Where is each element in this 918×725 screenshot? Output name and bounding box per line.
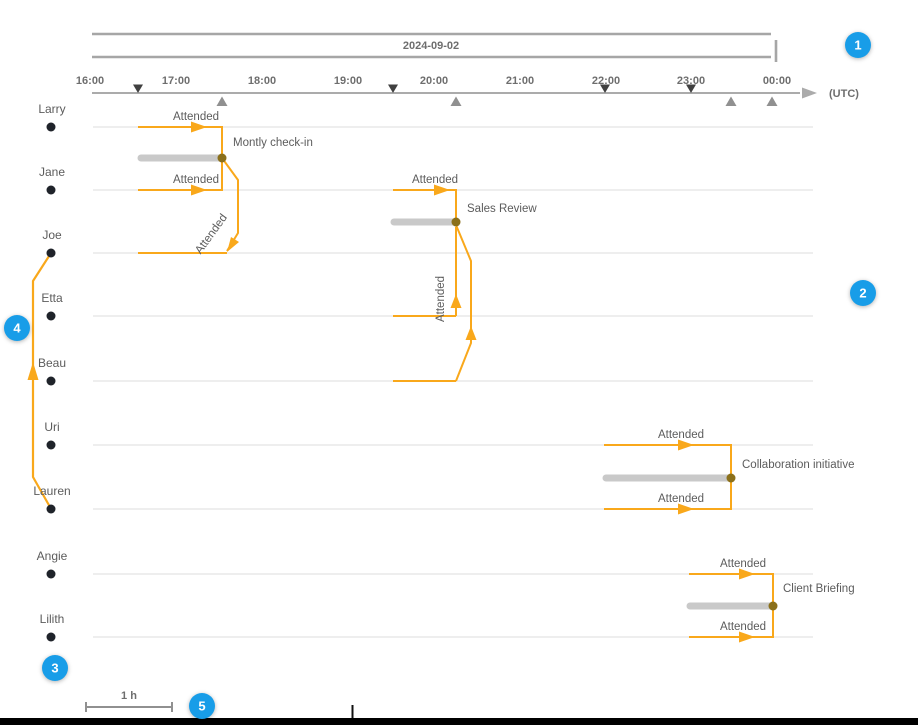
person-name-etta: Etta xyxy=(41,291,63,305)
person-dot-etta[interactable] xyxy=(46,311,56,321)
person-dot-joe[interactable] xyxy=(46,248,56,258)
attend-path-montly-check-in-larry xyxy=(138,126,223,158)
attend-arrow-icon-montly-check-in-jane xyxy=(191,184,207,196)
meeting-end-marker-icon-4 xyxy=(766,96,778,106)
meeting-node-collaboration-initiative[interactable] xyxy=(726,473,736,483)
meeting-start-marker-icon-4 xyxy=(686,84,696,93)
attend-path-sales-review-jane xyxy=(393,189,457,222)
axis-tick-00-00: 00:00 xyxy=(763,75,791,87)
axis-tick-16-00: 16:00 xyxy=(76,75,104,87)
annotation-number-1: 1 xyxy=(854,38,861,53)
person-dot-lauren[interactable] xyxy=(46,504,56,514)
axis-tick-23-00: 23:00 xyxy=(677,75,705,87)
annotation-badge-5 xyxy=(189,693,215,719)
annotation-badge-1 xyxy=(845,32,871,58)
meeting-end-marker-icon-3 xyxy=(725,96,737,106)
person-name-jane: Jane xyxy=(39,165,65,179)
time-axis-arrow-icon xyxy=(802,87,817,99)
attend-arrow-icon-client-briefing-angie xyxy=(739,568,755,580)
person-name-lauren: Lauren xyxy=(33,484,70,498)
meeting-end-marker-icon-2 xyxy=(450,96,462,106)
annotation-number-3: 3 xyxy=(51,661,58,676)
axis-tick-19-00: 19:00 xyxy=(334,75,362,87)
attend-arrow-icon-collaboration-initiative-uri xyxy=(678,439,694,451)
annotation-badge-2 xyxy=(850,280,876,306)
attend-arrow-icon-collaboration-initiative-lauren xyxy=(678,503,694,515)
person-name-larry: Larry xyxy=(38,102,65,116)
attend-path-collaboration-initiative-lauren xyxy=(604,478,732,510)
attended-label-montly-check-in-jane: Attended xyxy=(173,174,219,186)
axis-tick-18-00: 18:00 xyxy=(248,75,276,87)
meeting-label-client-briefing: Client Briefing xyxy=(783,583,855,595)
attended-label-montly-check-in-larry: Attended xyxy=(173,111,219,123)
attend-path-montly-check-in-jane xyxy=(138,158,223,191)
attended-label-collaboration-initiative-uri: Attended xyxy=(658,429,704,441)
attended-label-montly-check-in-joe: Attended xyxy=(193,212,230,256)
person-dot-angie[interactable] xyxy=(46,569,56,579)
attended-label-sales-review-etta: Attended xyxy=(435,276,447,322)
attended-label-client-briefing-angie: Attended xyxy=(720,558,766,570)
axis-tick-22-00: 22:00 xyxy=(592,75,620,87)
person-name-uri: Uri xyxy=(44,420,59,434)
person-name-beau: Beau xyxy=(38,356,66,370)
person-dot-larry[interactable] xyxy=(46,122,56,132)
meeting-label-sales-review: Sales Review xyxy=(467,203,537,215)
person-name-angie: Angie xyxy=(37,549,68,563)
meeting-start-marker-icon-3 xyxy=(600,84,610,93)
attended-label-sales-review-jane: Attended xyxy=(412,174,458,186)
meeting-start-marker-icon-2 xyxy=(388,84,398,93)
attend-arrow-icon-sales-review-jane xyxy=(434,184,450,196)
attend-arrow-icon-client-briefing-lilith xyxy=(739,631,755,643)
annotation-number-5: 5 xyxy=(198,699,205,714)
person-dot-beau[interactable] xyxy=(46,376,56,386)
attend-arrow-icon-sales-review-etta xyxy=(450,294,462,308)
axis-tick-20-00: 20:00 xyxy=(420,75,448,87)
scale-bar-label: 1 h xyxy=(121,690,137,702)
attended-label-client-briefing-lilith: Attended xyxy=(720,621,766,633)
bottom-bar xyxy=(0,718,918,725)
annotation-badge-4 xyxy=(4,315,30,341)
meeting-node-sales-review[interactable] xyxy=(451,217,461,227)
meeting-node-client-briefing[interactable] xyxy=(768,601,778,611)
attend-path-collaboration-initiative-uri xyxy=(604,444,732,478)
meeting-node-montly-check-in[interactable] xyxy=(217,153,227,163)
axis-utc-label: (UTC) xyxy=(829,88,859,100)
annotation-number-2: 2 xyxy=(859,286,866,301)
person-dot-jane[interactable] xyxy=(46,185,56,195)
attend-path-sales-review-beau xyxy=(455,224,472,382)
person-name-joe: Joe xyxy=(42,228,62,242)
axis-tick-21-00: 21:00 xyxy=(506,75,534,87)
person-dot-lilith[interactable] xyxy=(46,632,56,642)
attend-path-client-briefing-lilith xyxy=(689,606,774,638)
person-dot-uri[interactable] xyxy=(46,440,56,450)
axis-tick-17-00: 17:00 xyxy=(162,75,190,87)
meeting-start-marker-icon-1 xyxy=(133,84,143,93)
annotation-number-4: 4 xyxy=(13,321,21,336)
attend-path-client-briefing-angie xyxy=(689,573,774,606)
attend-path-montly-check-in-joe xyxy=(221,157,239,252)
attend-arrow-icon-montly-check-in-larry xyxy=(191,121,207,133)
attend-arrow-icon-montly-check-in-joe xyxy=(227,237,239,252)
meeting-end-marker-icon-1 xyxy=(216,96,228,106)
attend-arrow-icon-sales-review-beau xyxy=(465,326,477,340)
person-name-lilith: Lilith xyxy=(40,612,65,626)
meeting-label-montly-check-in: Montly check-in xyxy=(233,137,313,149)
relation-arc-arrow-icon xyxy=(27,362,39,380)
attended-label-collaboration-initiative-lauren: Attended xyxy=(658,493,704,505)
annotation-badge-3 xyxy=(42,655,68,681)
date-label: 2024-09-02 xyxy=(403,40,459,52)
meeting-label-collaboration-initiative: Collaboration initiative xyxy=(742,459,855,471)
